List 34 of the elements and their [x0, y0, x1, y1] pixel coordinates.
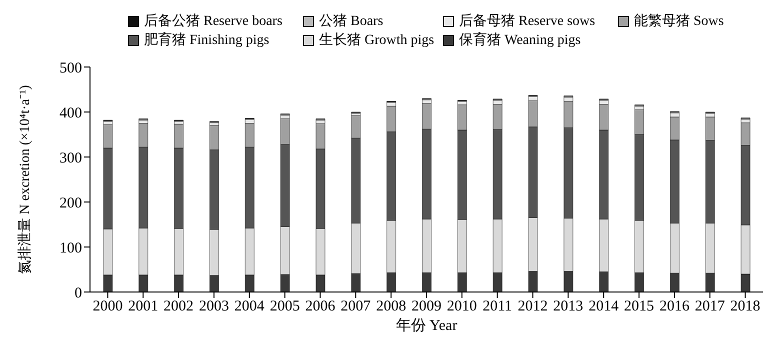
x-tick-label: 2006 [305, 298, 336, 315]
x-tick-label: 2016 [659, 298, 690, 315]
x-tick-label: 2009 [412, 298, 442, 315]
legend-label: 生长猪 Growth pigs [318, 32, 436, 49]
y-tick-label: 200 [60, 195, 82, 212]
x-tick-label: 2004 [234, 298, 265, 315]
legend-label: 保育猪 Weaning pigs [458, 31, 582, 49]
x-tick-label: 2002 [164, 298, 194, 315]
y-axis-title: 氮排泄量 N excretion (×10⁴t·a⁻¹) [16, 84, 33, 274]
legend-label: 后备公猪 Reserve boars [143, 12, 284, 30]
legend-label: 能繁母猪 Sows [633, 12, 725, 30]
y-tick-label: 400 [60, 105, 82, 122]
x-tick-label: 2000 [92, 298, 123, 315]
x-axis-title: 年份 Year [396, 317, 458, 334]
x-tick-label: 2010 [446, 298, 477, 315]
x-tick-label: 2014 [588, 298, 620, 315]
x-tick-label: 2008 [376, 298, 406, 315]
y-tick-label: 300 [60, 150, 82, 166]
y-tick-label: 500 [60, 60, 82, 76]
x-tick-label: 2003 [198, 298, 229, 315]
x-tick-label: 2007 [340, 298, 372, 315]
x-tick-label: 2015 [624, 298, 654, 315]
x-tick-label: 2011 [482, 298, 512, 315]
x-tick-label: 2017 [694, 298, 726, 315]
y-tick-label: 0 [74, 285, 82, 302]
legend-label: 肥育猪 Finishing pigs [143, 31, 270, 49]
x-tick-label: 2012 [518, 298, 548, 315]
x-tick-label: 2001 [128, 298, 158, 315]
x-tick-label: 2013 [553, 298, 584, 315]
x-tick-label: 2005 [270, 298, 300, 315]
legend-label: 后备母猪 Reserve sows [458, 12, 596, 30]
x-tick-label: 2018 [730, 298, 760, 315]
legend-label: 公猪 Boars [318, 12, 384, 30]
y-tick-label: 100 [60, 240, 82, 256]
